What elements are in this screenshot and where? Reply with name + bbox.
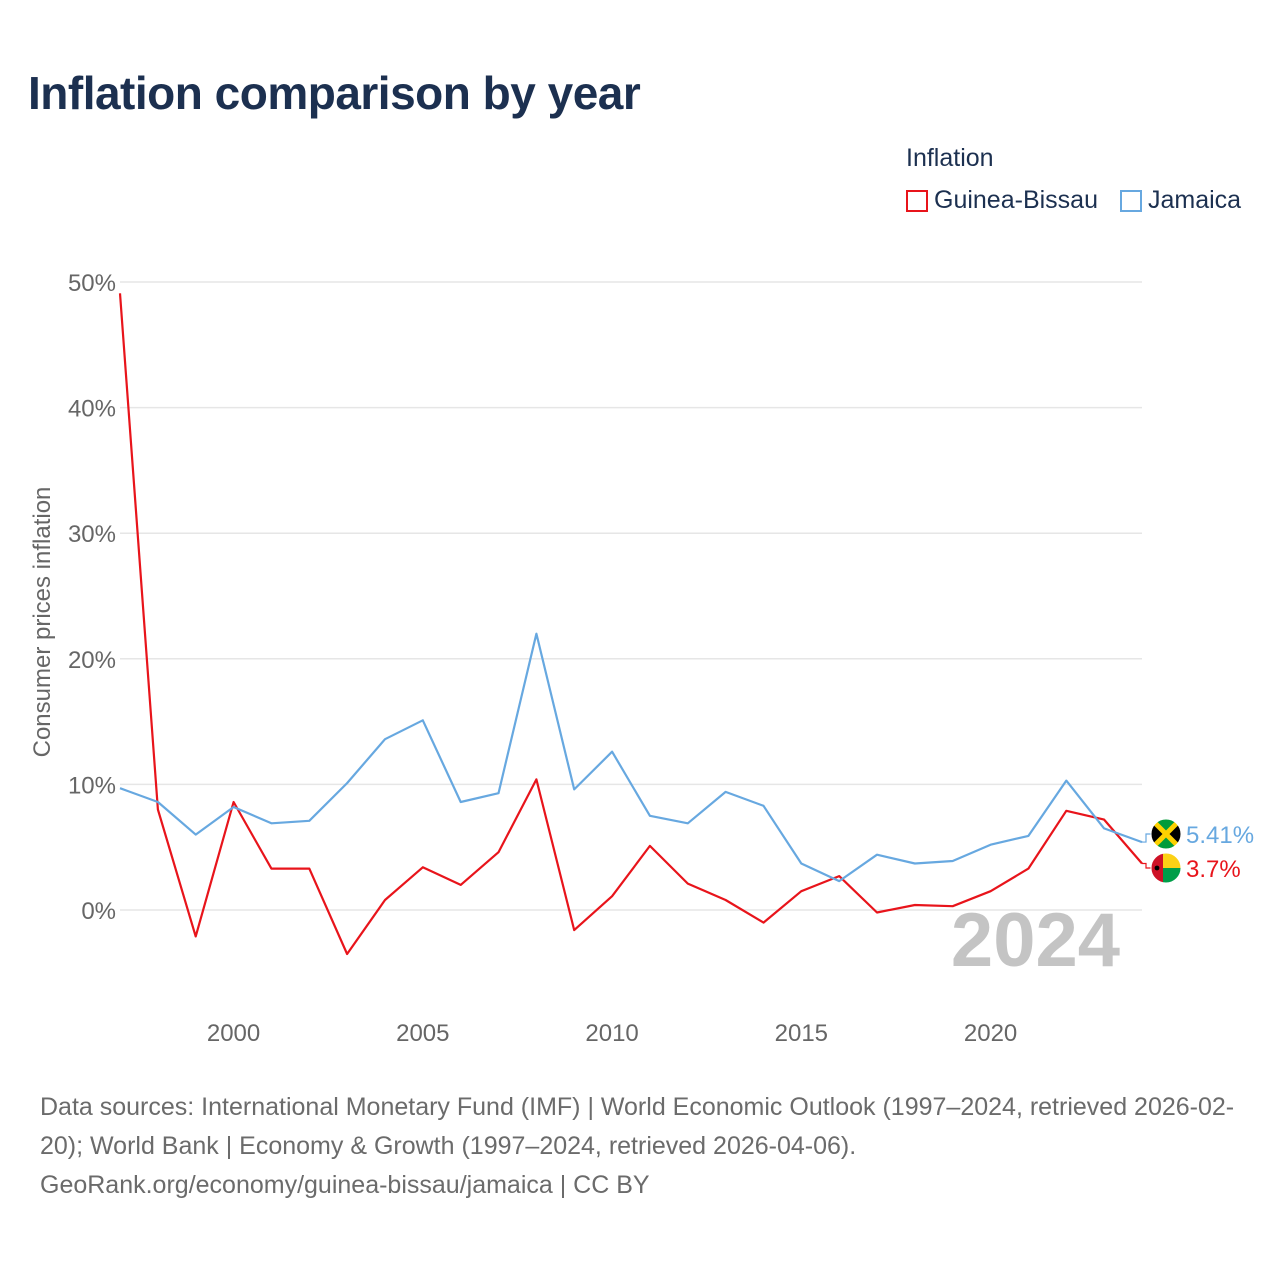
legend-item-jamaica[interactable]: Jamaica: [1120, 186, 1241, 215]
legend-swatch-guinea-bissau: [906, 189, 928, 212]
end-connector: [1142, 833, 1151, 843]
end-connector: [1142, 862, 1151, 869]
series-lines: [118, 293, 1143, 956]
y-axis-ticks: 0% 10% 20% 30% 40% 50%: [68, 270, 116, 925]
y-tick-label: 40%: [68, 396, 116, 423]
series-end-markers: 3.7% 5.41%: [1142, 818, 1254, 884]
x-tick-label: 2015: [775, 1020, 828, 1047]
legend-label-guinea-bissau: Guinea-Bissau: [934, 186, 1098, 214]
series-line-jamaica: [119, 632, 1143, 883]
data-sources: Data sources: International Monetary Fun…: [40, 1093, 1235, 1160]
guinea-bissau-flag: [1150, 852, 1182, 884]
year-watermark: 2024: [951, 898, 1120, 983]
legend-item-guinea-bissau[interactable]: Guinea-Bissau: [906, 186, 1098, 215]
legend-swatch-jamaica: [1120, 189, 1142, 212]
x-tick-label: 2005: [396, 1020, 449, 1047]
y-tick-label: 0%: [81, 898, 116, 925]
chart-title: Inflation comparison by year: [28, 67, 641, 119]
line-chart: 0% 10% 20% 30% 40% 50% 2000 2005 2010 2015 2020 2…: [29, 270, 1254, 1047]
end-value-label: 3.7%: [1186, 856, 1241, 883]
x-tick-label: 2020: [964, 1020, 1017, 1047]
y-tick-label: 50%: [68, 270, 116, 297]
x-axis-ticks: 2000 2005 2010 2015 2020: [207, 1020, 1017, 1047]
jamaica-flag: [1150, 818, 1182, 850]
gridlines: [120, 281, 1142, 911]
series-line-guinea-bissau: [118, 293, 1143, 956]
footer: Data sources: International Monetary Fun…: [40, 1088, 1250, 1205]
end-value-label: 5.41%: [1186, 822, 1254, 849]
y-tick-label: 10%: [68, 772, 116, 799]
legend-label-jamaica: Jamaica: [1148, 186, 1242, 214]
y-tick-label: 20%: [68, 647, 116, 674]
x-tick-label: 2010: [585, 1020, 638, 1047]
source-link[interactable]: GeoRank.org/economy/guinea-bissau/jamaic…: [40, 1171, 650, 1199]
y-tick-label: 30%: [68, 521, 116, 548]
x-tick-label: 2000: [207, 1020, 260, 1047]
legend-title: Inflation: [906, 144, 994, 172]
y-axis-label: Consumer prices inflation: [29, 487, 56, 758]
